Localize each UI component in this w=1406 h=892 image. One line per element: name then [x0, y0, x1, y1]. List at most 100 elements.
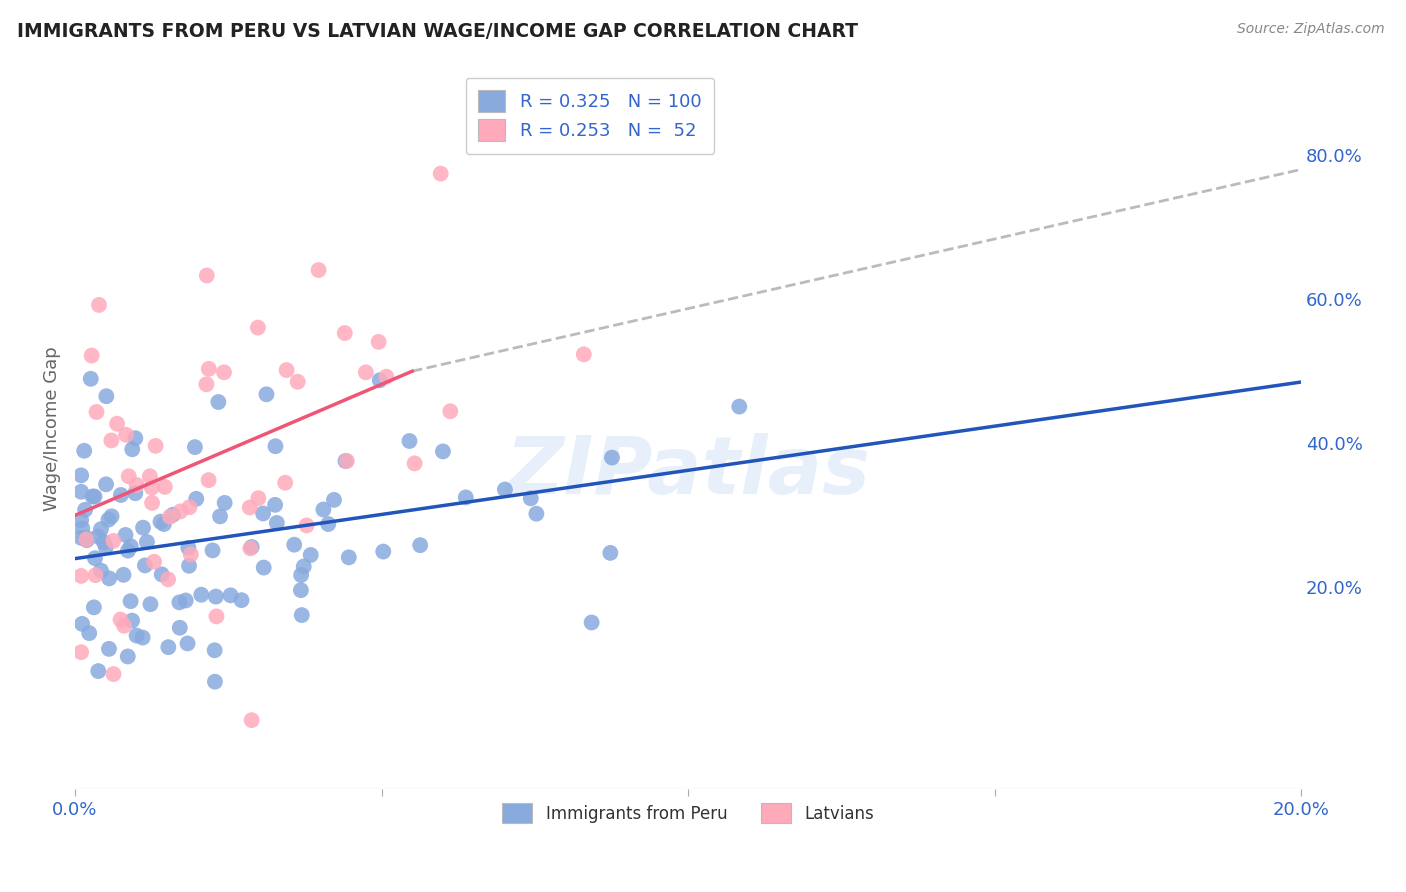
Point — [76, 531, 98, 545]
Point — [291, 608, 314, 623]
Point — [114, 528, 136, 542]
Text: Source: ZipAtlas.com: Source: ZipAtlas.com — [1237, 22, 1385, 37]
Point — [290, 583, 312, 598]
Point — [600, 450, 623, 465]
Point — [231, 593, 253, 607]
Point — [197, 473, 219, 487]
Point — [121, 614, 143, 628]
Point — [323, 492, 346, 507]
Point — [195, 268, 218, 283]
Point — [150, 567, 173, 582]
Point — [98, 571, 121, 585]
Point — [292, 559, 315, 574]
Point — [409, 538, 432, 552]
Point — [581, 615, 603, 630]
Point — [312, 502, 335, 516]
Point — [266, 516, 288, 530]
Point — [115, 427, 138, 442]
Point — [214, 496, 236, 510]
Point — [204, 643, 226, 657]
Point — [204, 674, 226, 689]
Point — [120, 594, 142, 608]
Point — [520, 491, 543, 506]
Point — [247, 491, 270, 506]
Point — [316, 516, 339, 531]
Point — [70, 616, 93, 631]
Point — [84, 568, 107, 582]
Point — [103, 667, 125, 681]
Point — [124, 431, 146, 445]
Point — [354, 365, 377, 379]
Point — [70, 569, 93, 583]
Point — [87, 664, 110, 678]
Point — [90, 522, 112, 536]
Point — [274, 475, 297, 490]
Point — [70, 513, 93, 527]
Point — [728, 400, 751, 414]
Point — [118, 469, 141, 483]
Point — [96, 389, 118, 403]
Point — [87, 529, 110, 543]
Point — [373, 544, 395, 558]
Point — [159, 509, 181, 524]
Point — [179, 500, 201, 515]
Point — [110, 488, 132, 502]
Point — [368, 373, 391, 387]
Point — [186, 491, 208, 506]
Point — [246, 320, 269, 334]
Point — [335, 454, 357, 468]
Point — [219, 588, 242, 602]
Point — [240, 540, 263, 554]
Point — [287, 375, 309, 389]
Point — [77, 626, 100, 640]
Point — [264, 439, 287, 453]
Point — [120, 539, 142, 553]
Point — [454, 491, 477, 505]
Point — [157, 572, 180, 586]
Point — [110, 613, 132, 627]
Point — [295, 518, 318, 533]
Point — [197, 362, 219, 376]
Point — [157, 640, 180, 655]
Point — [333, 326, 356, 340]
Point — [239, 500, 262, 515]
Point — [131, 631, 153, 645]
Point — [112, 619, 135, 633]
Point — [100, 509, 122, 524]
Point — [124, 486, 146, 500]
Point — [125, 478, 148, 492]
Point — [308, 263, 330, 277]
Point — [105, 417, 128, 431]
Point — [398, 434, 420, 448]
Point — [83, 600, 105, 615]
Point — [524, 507, 547, 521]
Point — [337, 550, 360, 565]
Point — [256, 387, 278, 401]
Point — [276, 363, 298, 377]
Point — [169, 621, 191, 635]
Text: ZIPatlas: ZIPatlas — [506, 434, 870, 511]
Point — [136, 535, 159, 549]
Point — [429, 167, 451, 181]
Point — [290, 568, 312, 582]
Point — [117, 543, 139, 558]
Point — [141, 496, 163, 510]
Point — [190, 588, 212, 602]
Point — [143, 555, 166, 569]
Point — [83, 490, 105, 504]
Point — [125, 629, 148, 643]
Point — [162, 508, 184, 522]
Point — [239, 541, 262, 556]
Point — [375, 369, 398, 384]
Point — [80, 372, 103, 386]
Point — [94, 477, 117, 491]
Point — [367, 334, 389, 349]
Point — [70, 531, 93, 545]
Point — [195, 377, 218, 392]
Point — [70, 484, 93, 499]
Point — [184, 440, 207, 454]
Point — [439, 404, 461, 418]
Point — [72, 521, 94, 535]
Point — [205, 590, 228, 604]
Point — [87, 298, 110, 312]
